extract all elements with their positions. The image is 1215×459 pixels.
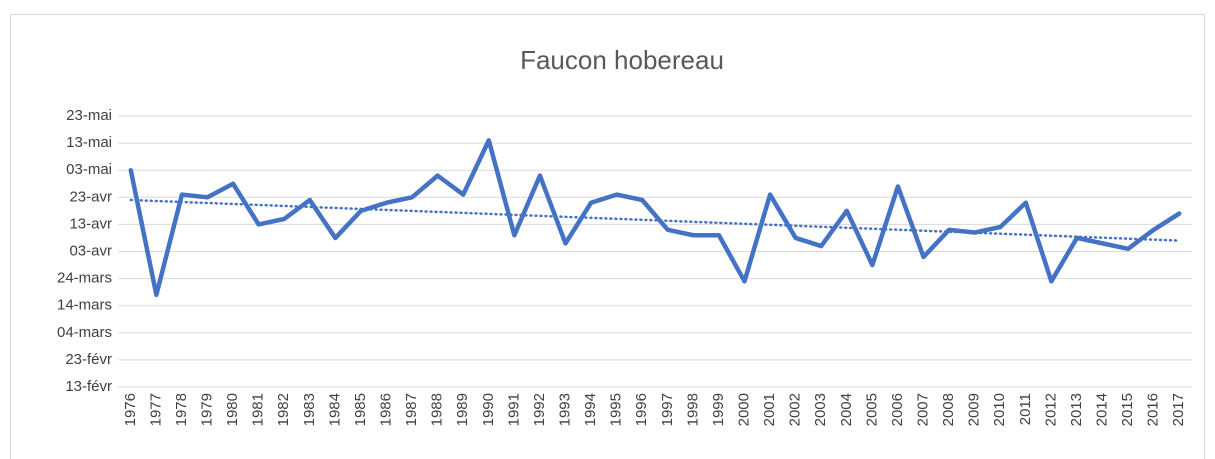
x-tick-label: 1994 — [582, 393, 599, 426]
x-tick-label: 1993 — [556, 393, 573, 426]
x-tick-label: 1995 — [608, 393, 625, 426]
x-tick-label: 1978 — [173, 393, 190, 426]
x-tick-label: 1998 — [684, 393, 701, 426]
data-line — [128, 138, 1182, 298]
x-tick-label: 1996 — [633, 393, 650, 426]
x-tick-label: 1983 — [301, 393, 318, 426]
y-tick-label: 13-mai — [66, 134, 112, 151]
x-tick-label: 1986 — [377, 393, 394, 426]
x-tick-label: 2011 — [1017, 393, 1034, 425]
y-tick-label: 23-mai — [66, 107, 112, 124]
x-tick-label: 1999 — [710, 393, 727, 426]
trend-line — [129, 198, 1181, 242]
x-tick-label: 2005 — [863, 393, 880, 426]
x-tick-label: 2004 — [838, 393, 855, 426]
x-tick-label: 2012 — [1042, 393, 1059, 426]
y-tick-label: 13-avr — [69, 215, 112, 232]
y-tick-label: 03-avr — [69, 242, 112, 259]
x-tick-label: 2015 — [1119, 393, 1136, 426]
x-tick-label: 1981 — [250, 393, 267, 426]
x-tick-label: 1997 — [659, 393, 676, 426]
y-tick-label: 14-mars — [57, 297, 112, 314]
y-tick-label: 24-mars — [57, 270, 112, 287]
x-tick-label: 2007 — [914, 393, 931, 426]
x-tick-label: 2001 — [761, 393, 778, 426]
x-tick-label: 2014 — [1093, 393, 1110, 426]
x-tick-label: 1977 — [147, 393, 164, 426]
x-tick-label: 2017 — [1170, 393, 1187, 426]
x-tick-label: 2013 — [1068, 393, 1085, 426]
y-tick-label: 23-avr — [69, 188, 112, 205]
x-tick-label: 2009 — [966, 393, 983, 426]
y-tick-label: 23-févr — [65, 351, 112, 368]
x-tick-label: 1991 — [505, 393, 522, 426]
x-tick-label: 1984 — [326, 393, 343, 426]
x-tick-label: 2003 — [812, 393, 829, 426]
x-tick-label: 1982 — [275, 393, 292, 426]
x-tick-label: 2002 — [787, 393, 804, 426]
x-tick-label: 1987 — [403, 393, 420, 426]
x-tick-label: 1980 — [224, 393, 241, 426]
x-tick-label: 2000 — [735, 393, 752, 426]
x-tick-label: 1976 — [122, 393, 139, 426]
y-tick-label: 04-mars — [57, 324, 112, 341]
x-tick-label: 2010 — [991, 393, 1008, 426]
x-tick-label: 1979 — [198, 393, 215, 426]
x-tick-label: 1985 — [352, 393, 369, 426]
x-tick-label: 1990 — [480, 393, 497, 426]
x-tick-label: 2008 — [940, 393, 957, 426]
x-tick-label: 2016 — [1145, 393, 1162, 426]
chart-frame — [10, 14, 1205, 459]
x-tick-label: 2006 — [889, 393, 906, 426]
y-tick-label: 13-févr — [65, 378, 112, 395]
y-tick-label: 03-mai — [66, 161, 112, 178]
chart-title: Faucon hobereau — [520, 45, 724, 75]
x-tick-label: 1988 — [429, 393, 446, 426]
x-tick-label: 1989 — [454, 393, 471, 426]
x-tick-label: 1992 — [531, 393, 548, 426]
